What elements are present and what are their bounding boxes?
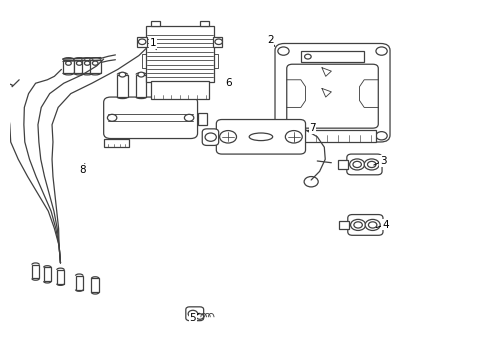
Circle shape [365,219,379,230]
Text: 1: 1 [149,39,156,49]
Bar [150,81,209,99]
Bar [89,60,101,73]
Circle shape [287,132,299,141]
Circle shape [364,159,379,170]
Circle shape [138,72,144,77]
Circle shape [84,61,90,65]
Circle shape [304,176,318,187]
Circle shape [107,114,117,121]
Bar [145,26,214,81]
Circle shape [353,222,362,228]
Bar [173,75,183,97]
Bar [288,130,375,142]
Text: 8: 8 [79,165,86,175]
Text: 5: 5 [189,313,196,323]
Bar [32,265,39,279]
Circle shape [119,72,125,77]
Circle shape [76,61,82,65]
Circle shape [184,114,193,121]
Circle shape [304,54,310,59]
Circle shape [175,72,182,77]
Circle shape [349,159,364,170]
Circle shape [156,72,163,77]
Bar [137,37,146,47]
Bar [200,21,209,26]
FancyBboxPatch shape [346,154,381,175]
Circle shape [204,133,216,141]
FancyBboxPatch shape [347,215,382,235]
Ellipse shape [249,133,272,141]
Bar [91,279,99,292]
FancyBboxPatch shape [274,44,389,142]
Bar [197,113,206,125]
Bar [150,21,160,26]
Text: 2: 2 [266,35,273,45]
FancyBboxPatch shape [216,120,305,154]
Bar [62,60,74,73]
Text: 4: 4 [381,220,388,230]
Bar [136,75,146,97]
FancyBboxPatch shape [185,307,203,321]
Circle shape [350,219,365,230]
Circle shape [285,131,302,143]
Bar [339,221,348,229]
Bar [57,270,64,284]
Text: 6: 6 [224,78,231,88]
FancyBboxPatch shape [202,129,218,145]
Circle shape [138,39,145,45]
FancyBboxPatch shape [103,97,197,139]
Bar [75,276,83,289]
Bar [43,267,51,281]
FancyBboxPatch shape [286,64,378,128]
Bar [117,75,127,97]
Circle shape [277,132,288,140]
Bar [74,60,85,73]
Bar [338,160,347,168]
Circle shape [92,61,98,65]
Circle shape [367,161,375,167]
Circle shape [352,161,361,167]
Bar [213,37,222,47]
Circle shape [196,314,203,319]
Circle shape [65,61,71,65]
Circle shape [375,47,386,55]
Text: 3: 3 [379,156,386,166]
Circle shape [277,47,288,55]
Bar [155,75,165,97]
Text: 7: 7 [308,123,315,133]
Bar [103,139,129,147]
Circle shape [219,131,236,143]
Circle shape [375,132,386,140]
Circle shape [367,222,376,228]
Bar [300,51,364,63]
Bar [81,60,93,73]
Circle shape [222,132,233,141]
Circle shape [188,310,197,317]
Circle shape [215,39,222,45]
